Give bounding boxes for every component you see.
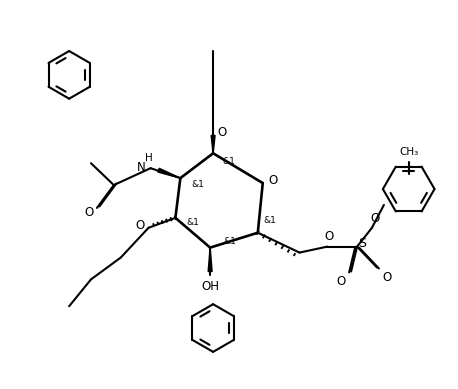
Text: OH: OH bbox=[201, 280, 219, 293]
Polygon shape bbox=[208, 248, 212, 272]
Text: O: O bbox=[382, 271, 392, 284]
Text: O: O bbox=[135, 219, 144, 232]
Text: &1: &1 bbox=[192, 180, 205, 189]
Text: &1: &1 bbox=[223, 157, 235, 166]
Text: O: O bbox=[84, 207, 93, 219]
Text: O: O bbox=[371, 212, 380, 225]
Text: CH₃: CH₃ bbox=[399, 147, 418, 157]
Text: H: H bbox=[145, 153, 153, 163]
Text: S: S bbox=[358, 237, 366, 250]
Text: N: N bbox=[137, 161, 146, 174]
Text: &1: &1 bbox=[187, 218, 200, 227]
Text: O: O bbox=[325, 230, 334, 243]
Text: O: O bbox=[268, 173, 277, 187]
Polygon shape bbox=[211, 135, 215, 153]
Text: &1: &1 bbox=[263, 216, 276, 225]
Polygon shape bbox=[158, 168, 180, 178]
Text: &1: &1 bbox=[224, 237, 236, 246]
Text: O: O bbox=[218, 126, 227, 139]
Text: O: O bbox=[337, 275, 346, 288]
